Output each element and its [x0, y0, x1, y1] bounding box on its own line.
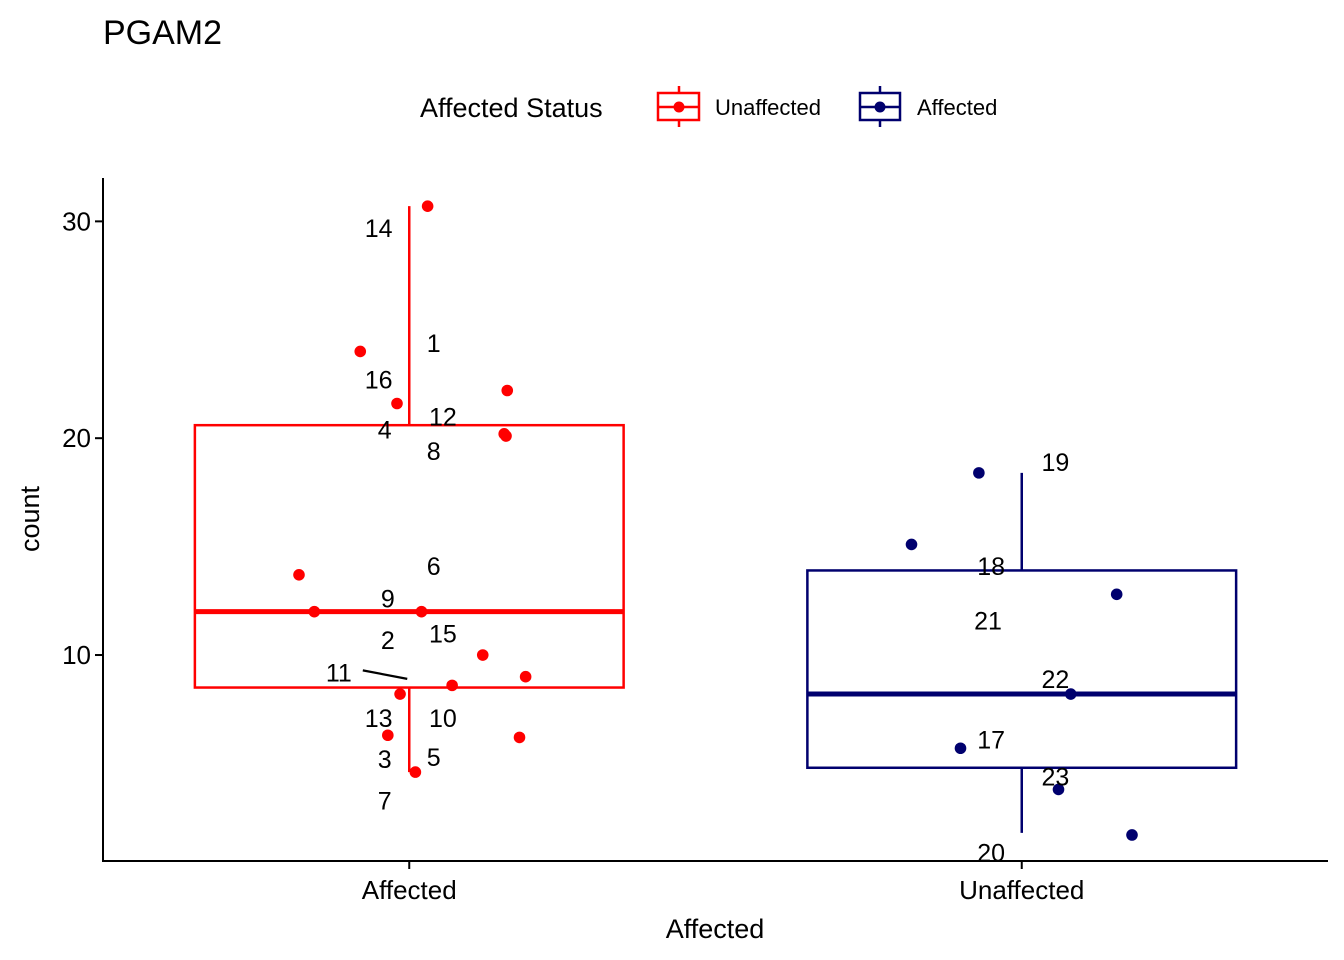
point-label-10: 10 [429, 705, 457, 733]
y-tick-label-30: 30 [62, 206, 91, 236]
legend-key-unaffected [656, 86, 701, 127]
point-label-17: 17 [977, 727, 1005, 755]
data-point-15 [513, 731, 526, 744]
x-tick-label-unaffected: Unaffected [959, 875, 1084, 905]
data-point-8 [308, 605, 321, 618]
legend-title: Affected Status [420, 93, 603, 123]
data-point-17 [973, 467, 985, 479]
point-label-1: 1 [427, 330, 441, 358]
legend: Affected Status Unaffected Affected [420, 86, 997, 127]
box-unaffected [806, 569, 1238, 770]
legend-label-affected: Affected [917, 95, 997, 120]
x-tick-label-affected: Affected [362, 875, 457, 905]
point-label-5: 5 [427, 744, 441, 772]
data-point-20 [1064, 688, 1077, 700]
data-point-6 [500, 430, 512, 442]
y-tick-label-10: 10 [62, 640, 91, 670]
data-point-16 [409, 766, 422, 778]
data-point-2 [354, 345, 367, 358]
data-point-21 [954, 742, 967, 755]
data-point-11 [519, 670, 532, 683]
point-label-21: 21 [974, 607, 1002, 635]
boxes [193, 206, 1238, 833]
data-point-13 [394, 688, 406, 700]
point-label-13: 13 [365, 705, 393, 733]
legend-label-unaffected: Unaffected [715, 95, 821, 120]
point-label-14: 14 [365, 215, 393, 243]
chart-title: PGAM2 [103, 14, 222, 52]
point-label-4: 4 [378, 417, 392, 445]
data-point-18 [905, 538, 918, 551]
point-label-11: 11 [326, 659, 352, 687]
data-point-1 [421, 200, 434, 212]
point-label-8: 8 [427, 438, 441, 466]
box-affected [193, 423, 625, 689]
point-label-3: 3 [378, 746, 392, 774]
data-point-12 [446, 679, 458, 692]
point-label-9: 9 [381, 586, 395, 614]
point-label-12: 12 [429, 404, 457, 432]
point-label-16: 16 [365, 367, 393, 395]
label-leader-11 [362, 669, 408, 680]
data-point-22 [1052, 783, 1065, 796]
point-label-6: 6 [427, 553, 441, 581]
y-tick-label-20: 20 [62, 423, 91, 453]
data-point-3 [501, 384, 514, 397]
point-labels: 14 1 16 12 4 8 6 9 2 15 11 13 10 3 5 7 19 18 21 22 17 23 20 [326, 215, 1070, 867]
data-point-7 [293, 568, 305, 581]
data-point-9 [415, 605, 428, 618]
y-axis-title: count [15, 485, 45, 552]
point-label-19: 19 [1042, 449, 1070, 477]
point-label-22: 22 [1042, 666, 1070, 694]
point-label-7: 7 [378, 787, 392, 815]
data-point-19 [1110, 588, 1123, 601]
data-points [293, 200, 1138, 841]
x-axis-ticks: Affected Unaffected [362, 861, 1084, 905]
point-label-18: 18 [977, 553, 1005, 581]
y-axis-ticks: 10 20 30 [62, 206, 103, 670]
data-point-23 [1126, 829, 1138, 841]
x-axis-title: Affected [666, 914, 765, 944]
point-label-2: 2 [381, 627, 395, 655]
data-point-10 [476, 649, 489, 661]
point-label-20: 20 [977, 839, 1005, 867]
data-point-4 [391, 397, 403, 410]
point-label-23: 23 [1042, 763, 1070, 791]
legend-key-affected [858, 86, 902, 127]
data-point-14 [382, 729, 394, 742]
point-label-15: 15 [429, 620, 457, 648]
